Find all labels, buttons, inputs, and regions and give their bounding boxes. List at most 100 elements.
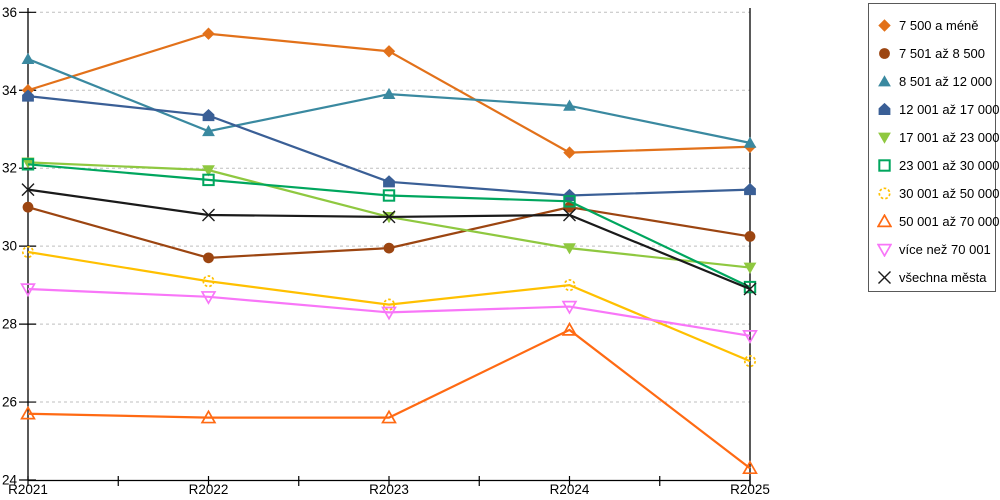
legend-label: 8 501 až 12 000: [899, 73, 993, 89]
series-line: [27, 188, 751, 291]
triangle-up-legend-icon: [878, 74, 891, 86]
circle-marker-icon: [203, 252, 214, 264]
legend-label: 50 001 až 70 000: [899, 213, 1000, 229]
x-legend-icon: [878, 270, 891, 284]
triangle-down-marker-icon: [381, 306, 397, 321]
triangle-up-marker-icon: [563, 99, 576, 111]
triangle-up-marker-icon: [381, 409, 397, 424]
legend-label: 12 001 až 17 000: [899, 101, 1000, 117]
square-marker-icon: [878, 158, 891, 172]
series-5: [21, 158, 757, 294]
legend-item-9: všechna města: [877, 263, 991, 291]
triangle-up-marker-icon: [200, 409, 217, 424]
triangle-down-marker-icon: [743, 262, 757, 274]
square-marker-icon: [21, 158, 35, 171]
circle-dashed-legend-icon: [878, 186, 891, 200]
triangle-down-marker-icon: [561, 300, 578, 315]
triangle-down-marker-icon: [200, 291, 217, 305]
triangle-up-marker-icon: [20, 405, 36, 420]
series-line: [27, 58, 751, 144]
legend-item-3: 12 001 až 17 000: [877, 95, 999, 123]
circle-legend-icon: [879, 47, 890, 59]
series-line: [27, 287, 751, 337]
x-marker-icon: [878, 270, 891, 284]
triangle-up-marker-icon: [21, 52, 35, 64]
pentagon-marker-icon: [878, 102, 891, 115]
pentagon-marker-icon: [744, 183, 756, 196]
pentagon-marker-icon: [22, 89, 34, 102]
triangle-up-legend-icon: [877, 213, 892, 227]
diamond-marker-icon: [563, 146, 576, 159]
x-marker-icon: [382, 210, 396, 224]
square-marker-icon: [563, 195, 576, 208]
x-marker-icon: [202, 208, 215, 222]
triangle-down-marker-icon: [878, 132, 891, 144]
square-legend-icon: [878, 158, 891, 172]
x-marker-icon: [743, 282, 757, 296]
legend-item-7: 50 001 až 70 000: [877, 207, 999, 235]
circle-dashed-marker-icon: [743, 355, 757, 368]
legend-item-4: 17 001 až 23 000: [877, 123, 999, 151]
y-tick-label: 32: [2, 161, 17, 176]
legend-label: 7 501 až 8 500: [899, 45, 986, 61]
triangle-up-marker-icon: [743, 136, 757, 148]
series-3: [22, 89, 756, 201]
circle-dashed-marker-icon: [21, 245, 35, 259]
series-4: [21, 157, 757, 274]
triangle-up-marker-icon: [877, 213, 892, 227]
y-tick-label: 34: [2, 83, 18, 98]
series-1: [22, 201, 756, 264]
circle-dashed-marker-icon: [878, 186, 891, 200]
triangle-up-marker-icon: [561, 321, 578, 336]
x-marker-icon: [563, 208, 576, 222]
triangle-down-marker-icon: [202, 165, 215, 177]
y-tick-label: 24: [2, 473, 18, 488]
series-2: [21, 52, 757, 148]
diamond-marker-icon: [382, 45, 396, 58]
legend-item-6: 30 001 až 50 000: [877, 179, 999, 207]
x-tick-label: R2025: [730, 482, 770, 497]
y-tick-label: 30: [2, 239, 17, 254]
square-marker-icon: [202, 173, 215, 187]
triangle-down-marker-icon: [877, 243, 892, 257]
triangle-up-marker-icon: [382, 87, 396, 100]
series-7: [20, 321, 758, 475]
triangle-down-marker-icon: [742, 330, 758, 344]
pentagon-legend-icon: [878, 102, 891, 115]
legend-item-8: více než 70 001: [877, 235, 991, 263]
circle-dashed-marker-icon: [563, 279, 576, 292]
y-tick-label: 36: [2, 5, 17, 20]
legend-label: 23 001 až 30 000: [899, 157, 1000, 173]
diamond-marker-icon: [202, 27, 215, 40]
y-tick-label: 28: [2, 317, 17, 332]
legend-item-2: 8 501 až 12 000: [877, 67, 993, 95]
triangle-down-legend-icon: [878, 132, 891, 144]
diamond-marker-icon: [878, 18, 891, 32]
legend-item-0: 7 500 a méně: [877, 11, 991, 39]
triangle-up-marker-icon: [742, 460, 758, 475]
circle-marker-icon: [879, 47, 890, 59]
triangle-down-marker-icon: [563, 243, 576, 255]
circle-marker-icon: [744, 231, 756, 242]
series-6: [21, 245, 757, 368]
triangle-up-marker-icon: [878, 74, 891, 86]
square-marker-icon: [382, 189, 396, 202]
x-tick-label: R2021: [8, 482, 48, 497]
legend-label: 30 001 až 50 000: [899, 185, 1000, 201]
y-tick-label: 26: [2, 395, 17, 410]
x-marker-icon: [21, 183, 35, 197]
circle-marker-icon: [383, 242, 395, 254]
pentagon-marker-icon: [202, 108, 215, 122]
chart-legend: 7 500 a méně 7 501 až 8 500 8 501 až 12 00…: [868, 3, 1000, 292]
triangle-down-marker-icon: [21, 157, 35, 169]
pentagon-marker-icon: [563, 188, 576, 201]
series-line: [27, 163, 751, 289]
legend-label: 7 500 a méně: [899, 17, 979, 33]
legend-label: 17 001 až 23 000: [899, 129, 1000, 145]
x-tick-label: R2022: [189, 482, 229, 497]
circle-marker-icon: [22, 201, 34, 213]
x-tick-label: R2024: [550, 482, 590, 497]
series-8: [20, 283, 758, 344]
